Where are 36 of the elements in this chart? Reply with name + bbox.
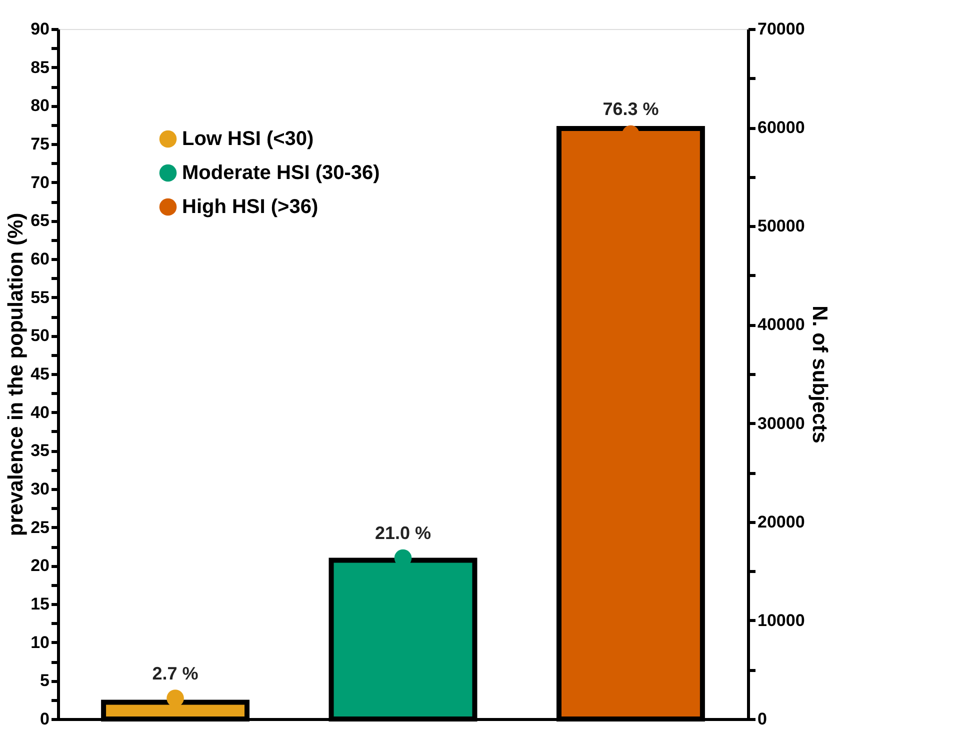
y-tick-label: 45 — [30, 364, 50, 384]
y-tick-label: 30 — [30, 480, 50, 498]
y-tick-label: 60 — [30, 250, 50, 268]
data-label: 76.3 % — [602, 99, 659, 120]
legend-label: Moderate HSI (30-36) — [182, 162, 380, 184]
y-tick-label: 85 — [30, 58, 50, 77]
y-tick-label: 40 — [30, 402, 50, 422]
y-tick-label: 10 — [30, 632, 50, 652]
y2-tick-label: 0 — [758, 710, 767, 728]
legend-label: High HSI (>36) — [182, 196, 318, 218]
y-tick-label: 0 — [40, 710, 50, 728]
y2-tick-label: 50000 — [758, 216, 805, 236]
y-tick-label: 90 — [30, 20, 50, 38]
y-tick-label: 55 — [30, 288, 50, 307]
y-tick-label: 50 — [30, 326, 50, 346]
y-axis-title: prevalence in the population (%) — [4, 212, 28, 536]
legend-label: Low HSI (<30) — [182, 128, 314, 150]
y2-tick-label: 20000 — [758, 512, 805, 532]
y-tick-label: 65 — [30, 211, 50, 230]
data-label: 21.0 % — [374, 523, 432, 543]
y-tick-label: 20 — [30, 556, 50, 576]
y-tick-label: 80 — [30, 96, 50, 116]
y-tick-label: 25 — [30, 518, 50, 537]
y-tick-label: 75 — [30, 134, 50, 154]
y2-tick-label: 60000 — [758, 118, 805, 138]
y2-tick-label: 10000 — [758, 610, 805, 630]
y-tick-label: 15 — [30, 594, 50, 614]
data-label: 2.7 % — [152, 663, 198, 684]
y2-tick-label: 70000 — [758, 20, 805, 38]
y2-tick-label: 40000 — [758, 315, 805, 334]
y-tick-label: 35 — [30, 441, 50, 460]
y2-tick-label: 30000 — [758, 414, 805, 433]
y-tick-label: 70 — [30, 172, 50, 192]
y2-axis-title: N. of subjects — [808, 306, 831, 444]
y-tick-label: 5 — [40, 671, 50, 690]
point — [166, 690, 184, 707]
